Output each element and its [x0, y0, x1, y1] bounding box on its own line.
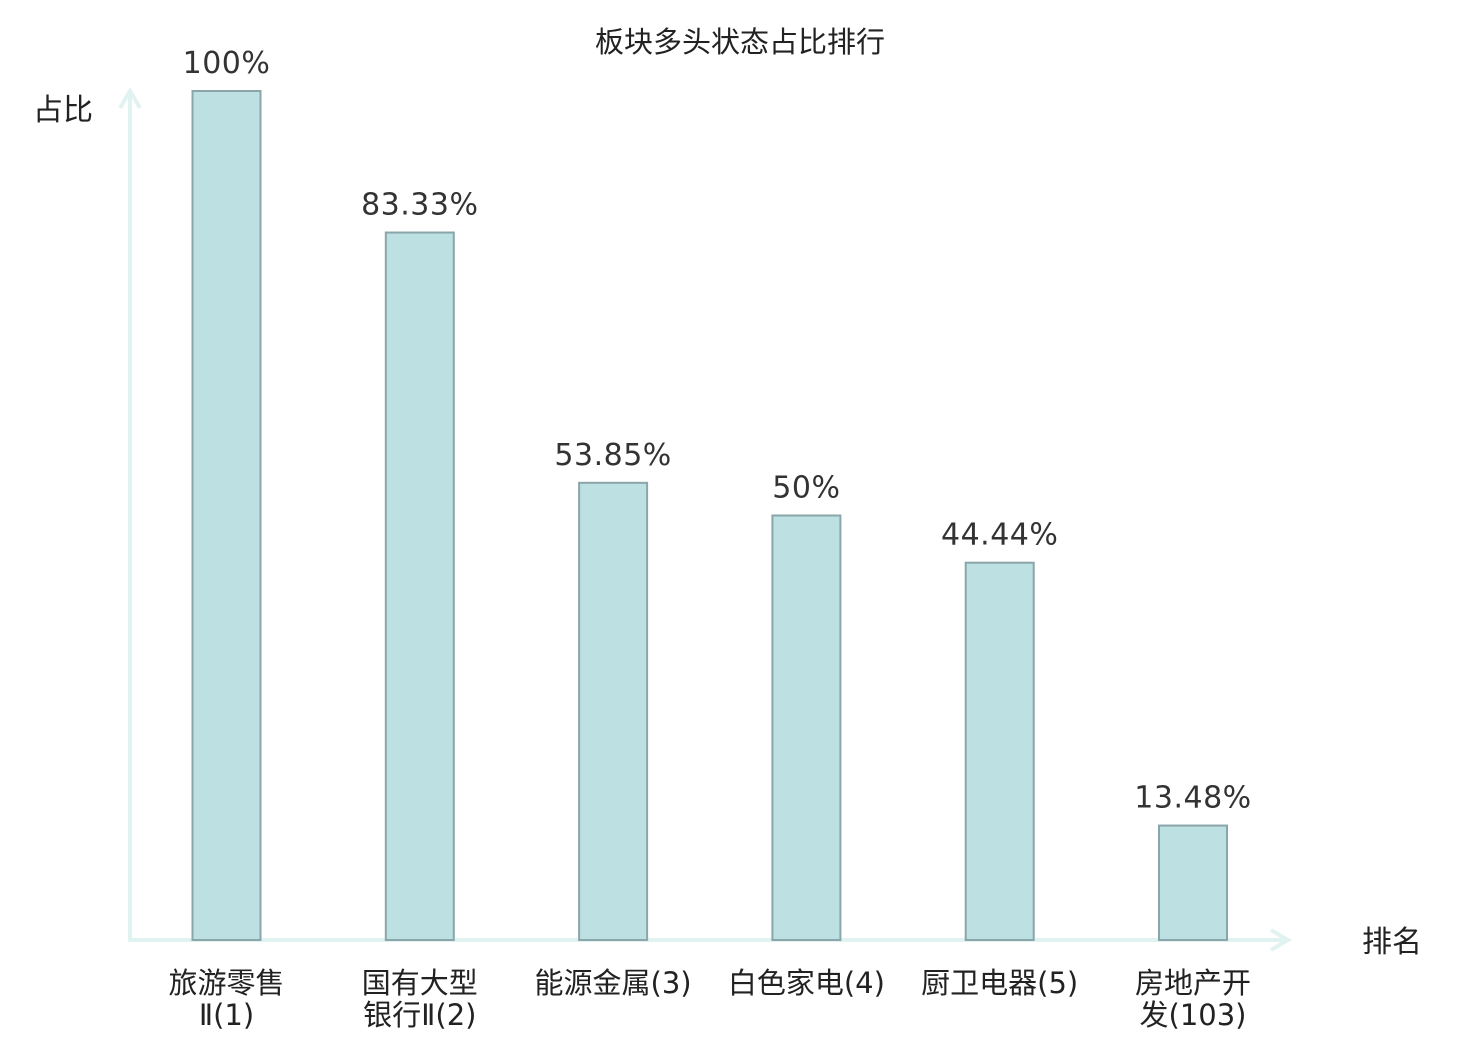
value-label-4: 50%	[772, 471, 840, 506]
value-label-5: 44.44%	[941, 518, 1058, 553]
category-label-1-line-2: Ⅱ(1)	[199, 998, 254, 1032]
bar-6	[1158, 824, 1228, 942]
category-label-6-line-1: 房地产开	[1135, 966, 1251, 1000]
y-axis	[118, 87, 142, 940]
value-label-3: 53.85%	[554, 438, 671, 473]
category-label-6-line-2: 发(103)	[1140, 998, 1247, 1032]
bars	[191, 90, 1228, 942]
value-label-2: 83.33%	[361, 188, 478, 223]
value-label-1: 100%	[183, 46, 271, 81]
category-label-1-line-1: 旅游零售	[168, 966, 284, 1000]
category-label-2-line-2: 银行Ⅱ(2)	[363, 998, 476, 1032]
bar-4	[771, 514, 842, 941]
chart-title: 板块多头状态占比排行	[595, 25, 885, 59]
category-label-3-line-1: 能源金属(3)	[535, 966, 692, 1000]
bar-3	[578, 481, 649, 941]
value-label-6: 13.48%	[1134, 781, 1251, 816]
bar-1	[191, 90, 262, 941]
x-axis-label: 排名	[1362, 925, 1422, 960]
y-axis-label: 占比	[33, 93, 93, 128]
bar-2	[384, 231, 455, 941]
y-axis-arrow	[118, 87, 142, 110]
category-label-5-line-1: 厨卫电器(5)	[921, 966, 1078, 1000]
value-labels: 100% 83.33% 53.85% 50% 44.44% 13.48%	[183, 46, 1252, 816]
x-axis	[128, 928, 1292, 952]
bar-5	[964, 561, 1035, 941]
x-axis-arrow	[1269, 928, 1292, 952]
category-label-4-line-1: 白色家电(4)	[728, 966, 885, 1000]
category-label-2-line-1: 国有大型	[362, 966, 478, 1000]
